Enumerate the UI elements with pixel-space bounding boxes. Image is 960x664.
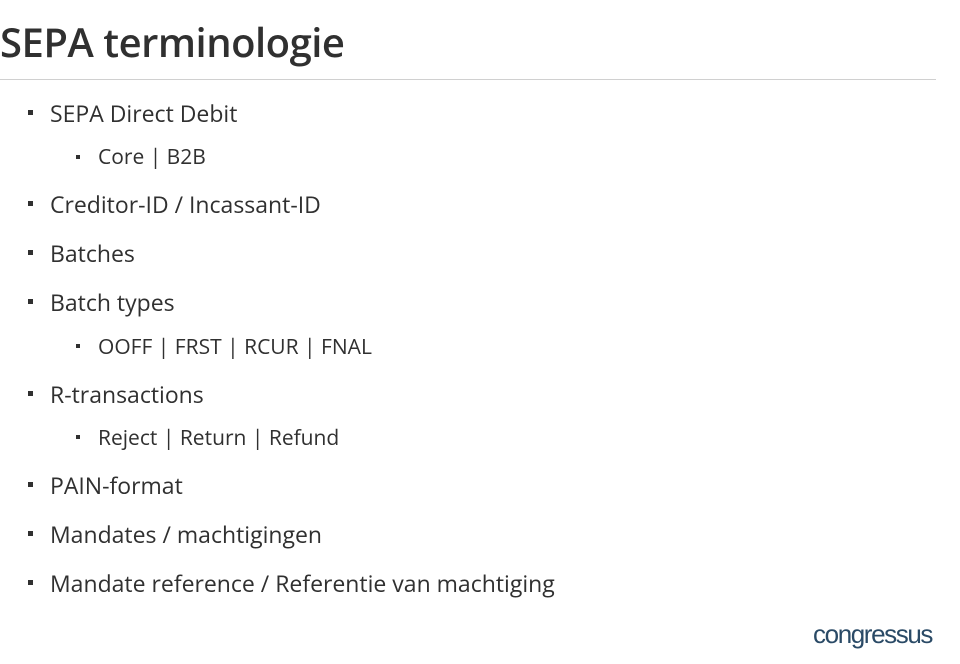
list-item: Batches (28, 238, 936, 269)
list-item: Reject | Return | Refund (76, 424, 936, 452)
list-item-label: Batches (50, 237, 135, 269)
list-item-label: Batch types (50, 286, 175, 318)
logo-text: congressus (813, 619, 932, 650)
bullet-list: SEPA Direct Debit Core | B2B Creditor-ID… (0, 98, 936, 599)
list-item: SEPA Direct Debit Core | B2B (28, 98, 936, 171)
list-item: Creditor-ID / Incassant-ID (28, 189, 936, 220)
slide-title: SEPA terminologie (0, 14, 936, 69)
list-item: Mandates / machtigingen (28, 519, 936, 550)
list-item: Batch types OOFF | FRST | RCUR | FNAL (28, 287, 936, 360)
list-item-label: Mandate reference / Referentie van macht… (50, 567, 555, 599)
list-item-label: Mandates / machtigingen (50, 518, 322, 550)
sub-list: OOFF | FRST | RCUR | FNAL (50, 333, 936, 361)
divider (0, 79, 936, 80)
list-item-label: R-transactions (50, 378, 204, 410)
list-item-label: Core | B2B (98, 143, 206, 171)
slide: SEPA terminologie SEPA Direct Debit Core… (0, 0, 960, 664)
list-item: OOFF | FRST | RCUR | FNAL (76, 333, 936, 361)
list-item: Mandate reference / Referentie van macht… (28, 568, 936, 599)
list-item-label: OOFF | FRST | RCUR | FNAL (98, 333, 372, 361)
list-item-label: Reject | Return | Refund (98, 424, 339, 452)
sub-list: Reject | Return | Refund (50, 424, 936, 452)
sub-list: Core | B2B (50, 143, 936, 171)
list-item: PAIN-format (28, 470, 936, 501)
list-item-label: SEPA Direct Debit (50, 97, 237, 129)
list-item-label: PAIN-format (50, 469, 183, 501)
list-item-label: Creditor-ID / Incassant-ID (50, 188, 321, 220)
list-item: Core | B2B (76, 143, 936, 171)
list-item: R-transactions Reject | Return | Refund (28, 379, 936, 452)
